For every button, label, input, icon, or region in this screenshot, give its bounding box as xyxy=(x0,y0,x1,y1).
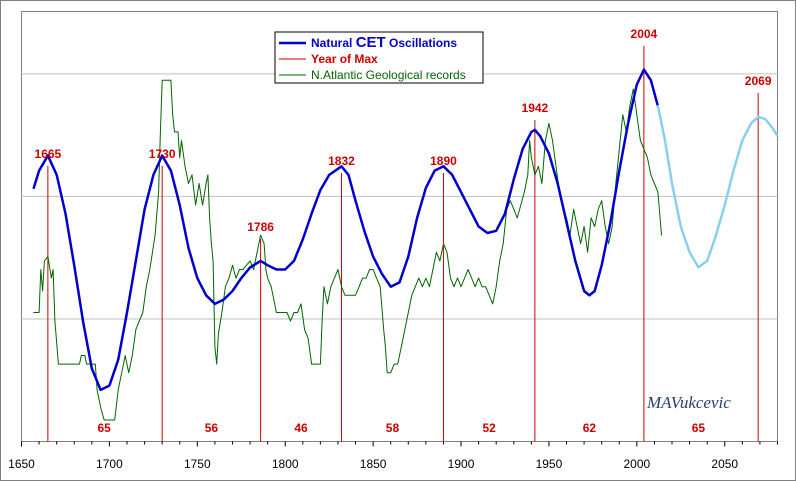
legend-natural-suffix: Oscillations xyxy=(386,36,458,50)
x-tick-label-1650: 1650 xyxy=(8,457,35,471)
year-of-max-label-1832: 1832 xyxy=(328,154,355,168)
x-axis: 1650 1700 1750 1800 1850 1900 1950 2000 2050 xyxy=(8,441,778,471)
series-line-projection xyxy=(656,104,779,269)
year-of-max-label-2004: 2004 xyxy=(631,27,658,41)
legend-box xyxy=(274,31,484,84)
x-tick-label-1950: 1950 xyxy=(536,457,563,471)
interval-label-5: 52 xyxy=(482,421,496,435)
x-tick-label-1700: 1700 xyxy=(96,457,123,471)
legend-label-natural: Natural CET Oscillations xyxy=(311,34,457,51)
year-of-max-label-1890: 1890 xyxy=(430,154,457,168)
legend: Natural CET Oscillations Year of Max N.A… xyxy=(274,31,484,84)
x-tick-label-2000: 2000 xyxy=(623,457,650,471)
series-layer xyxy=(32,68,779,421)
x-tick-label-1900: 1900 xyxy=(448,457,475,471)
legend-natural-prefix: Natural xyxy=(311,36,356,50)
series-line-geological xyxy=(33,79,662,421)
series-line-natural xyxy=(32,68,660,392)
year-of-max-label-1730: 1730 xyxy=(149,147,176,161)
x-tick-label-2050: 2050 xyxy=(711,457,738,471)
interval-label-2: 56 xyxy=(205,421,219,435)
author-signature: MAVukcevic xyxy=(646,393,731,412)
interval-label-7: 65 xyxy=(692,421,706,435)
year-of-max-label-1786: 1786 xyxy=(247,220,274,234)
interval-label-4: 58 xyxy=(386,421,400,435)
legend-label-geological: N.Atlantic Geological records xyxy=(311,68,466,82)
x-tick-label-1850: 1850 xyxy=(360,457,387,471)
interval-labels: 65 56 46 58 52 62 65 xyxy=(97,421,705,435)
year-of-max-labels: 1665 1730 1786 1832 1890 1942 2004 2069 xyxy=(35,27,772,234)
x-tick-label-1750: 1750 xyxy=(184,457,211,471)
year-of-max-label-2069: 2069 xyxy=(745,74,772,88)
legend-label-year-of-max: Year of Max xyxy=(311,52,378,66)
year-of-max-label-1942: 1942 xyxy=(522,101,549,115)
year-of-max-label-1665: 1665 xyxy=(35,147,62,161)
interval-label-3: 46 xyxy=(294,421,308,435)
x-tick-label-1800: 1800 xyxy=(272,457,299,471)
interval-label-1: 65 xyxy=(97,421,111,435)
legend-natural-cet: CET xyxy=(356,34,386,51)
interval-label-6: 62 xyxy=(583,421,597,435)
